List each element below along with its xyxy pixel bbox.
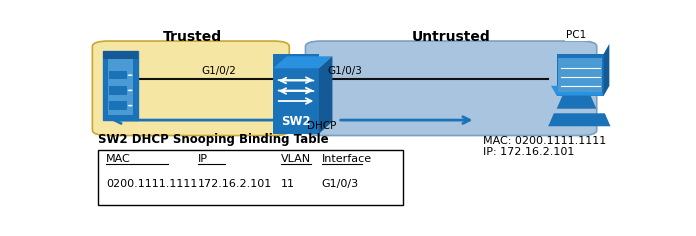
FancyBboxPatch shape	[109, 86, 127, 95]
Text: Trusted: Trusted	[163, 30, 222, 44]
Polygon shape	[557, 96, 596, 109]
Text: VLAN: VLAN	[281, 154, 311, 164]
Text: Interface: Interface	[322, 154, 372, 164]
Text: G1/0/2: G1/0/2	[202, 67, 237, 76]
Text: MAC: MAC	[106, 154, 131, 164]
Text: MAC: 0200.1111.1111: MAC: 0200.1111.1111	[484, 136, 607, 146]
FancyBboxPatch shape	[109, 101, 127, 110]
FancyBboxPatch shape	[103, 51, 139, 120]
Circle shape	[128, 74, 133, 76]
Polygon shape	[273, 54, 319, 134]
Text: G1/0/3: G1/0/3	[322, 179, 358, 189]
Text: Untrusted: Untrusted	[412, 30, 491, 44]
Circle shape	[128, 105, 133, 106]
Text: IP: IP	[198, 154, 207, 164]
Polygon shape	[558, 58, 602, 92]
Text: SW2: SW2	[281, 115, 311, 128]
Text: 172.16.2.101: 172.16.2.101	[198, 179, 272, 189]
Text: SW2 DHCP Snooping Binding Table: SW2 DHCP Snooping Binding Table	[97, 133, 329, 146]
Text: DHCP: DHCP	[307, 121, 336, 131]
Polygon shape	[557, 54, 603, 96]
Text: 0200.1111.1111: 0200.1111.1111	[106, 179, 197, 189]
FancyBboxPatch shape	[97, 150, 402, 205]
FancyBboxPatch shape	[306, 41, 596, 135]
Circle shape	[128, 90, 133, 91]
Text: PC1: PC1	[567, 30, 587, 40]
Polygon shape	[603, 44, 610, 96]
FancyBboxPatch shape	[109, 71, 127, 79]
Text: 11: 11	[281, 179, 295, 189]
Polygon shape	[273, 56, 333, 68]
Polygon shape	[548, 113, 610, 126]
Text: IP: 172.16.2.101: IP: 172.16.2.101	[484, 147, 575, 157]
Text: G1/0/3: G1/0/3	[327, 67, 362, 76]
FancyBboxPatch shape	[93, 41, 290, 135]
FancyBboxPatch shape	[103, 51, 139, 59]
FancyBboxPatch shape	[109, 59, 133, 114]
Polygon shape	[319, 56, 333, 134]
Polygon shape	[273, 68, 319, 134]
Polygon shape	[551, 86, 603, 96]
